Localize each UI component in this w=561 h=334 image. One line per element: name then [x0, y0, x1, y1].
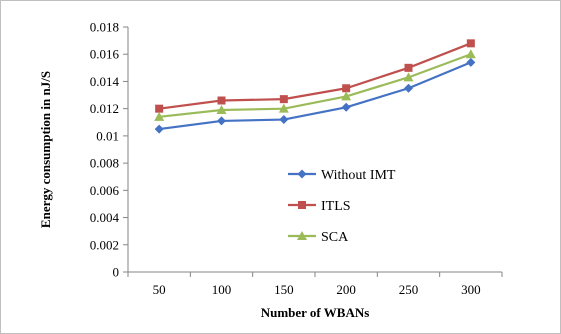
x-tick-label: 50: [153, 282, 166, 297]
legend-marker: [297, 169, 307, 179]
legend-label: ITLS: [321, 199, 351, 214]
y-tick-label: 0.006: [90, 183, 120, 198]
y-tick-label: 0.008: [90, 156, 119, 171]
series-layer: [154, 39, 476, 134]
y-tick-label: 0.018: [90, 20, 119, 35]
series-sca: [154, 49, 476, 121]
y-tick-label: 0: [113, 265, 120, 280]
y-tick-label: 0.016: [90, 47, 120, 62]
data-point: [403, 72, 414, 82]
data-point: [404, 83, 413, 93]
series-line: [159, 53, 472, 118]
x-axis-title: Number of WBANs: [261, 305, 370, 320]
data-point: [216, 105, 227, 115]
data-point: [465, 49, 476, 59]
y-tick-label: 0.002: [90, 237, 119, 252]
data-point: [217, 116, 226, 126]
series-line: [159, 61, 472, 131]
data-point: [341, 91, 352, 101]
y-tick-label: 0.014: [90, 74, 120, 89]
x-tick-label: 300: [461, 282, 481, 297]
x-tick-label: 100: [212, 282, 232, 297]
y-tick-label: 0.004: [90, 210, 120, 225]
y-tick-label: 0.01: [96, 128, 119, 143]
data-point: [342, 84, 351, 93]
data-point: [279, 95, 288, 104]
data-point: [154, 124, 164, 134]
legend-label: SCA: [321, 230, 349, 245]
data-point: [466, 57, 476, 67]
x-tick-label: 200: [336, 282, 356, 297]
data-point: [404, 63, 413, 72]
legend-item: SCA: [288, 230, 349, 245]
y-axis-title: Energy consumption in nJ/S: [38, 71, 53, 228]
x-tick-label: 150: [274, 282, 294, 297]
y-axis-title-group: Energy consumption in nJ/S: [38, 71, 53, 228]
y-ticks: 0 0.002 0.004 0.006 0.008 0.01 0.012 0.014 0.016…: [90, 20, 128, 280]
data-point: [279, 115, 289, 125]
series-without-imt: [154, 57, 476, 134]
x-ticks: 50 100 150 200 250 300: [127, 272, 503, 297]
data-point: [217, 96, 226, 105]
data-point: [466, 39, 475, 48]
x-tick-label: 250: [399, 282, 419, 297]
data-point: [155, 104, 164, 113]
y-tick-label: 0.012: [90, 101, 119, 116]
legend-marker: [297, 231, 307, 240]
data-point: [341, 102, 351, 112]
legend: Without IMT ITLS SCA: [288, 168, 396, 245]
data-point: [154, 111, 165, 121]
data-point: [278, 103, 289, 113]
legend-item: ITLS: [288, 199, 351, 214]
legend-item: Without IMT: [288, 168, 396, 183]
legend-label: Without IMT: [321, 168, 396, 183]
legend-marker: [298, 201, 306, 209]
series-itls: [155, 39, 475, 113]
series-line: [159, 42, 472, 110]
